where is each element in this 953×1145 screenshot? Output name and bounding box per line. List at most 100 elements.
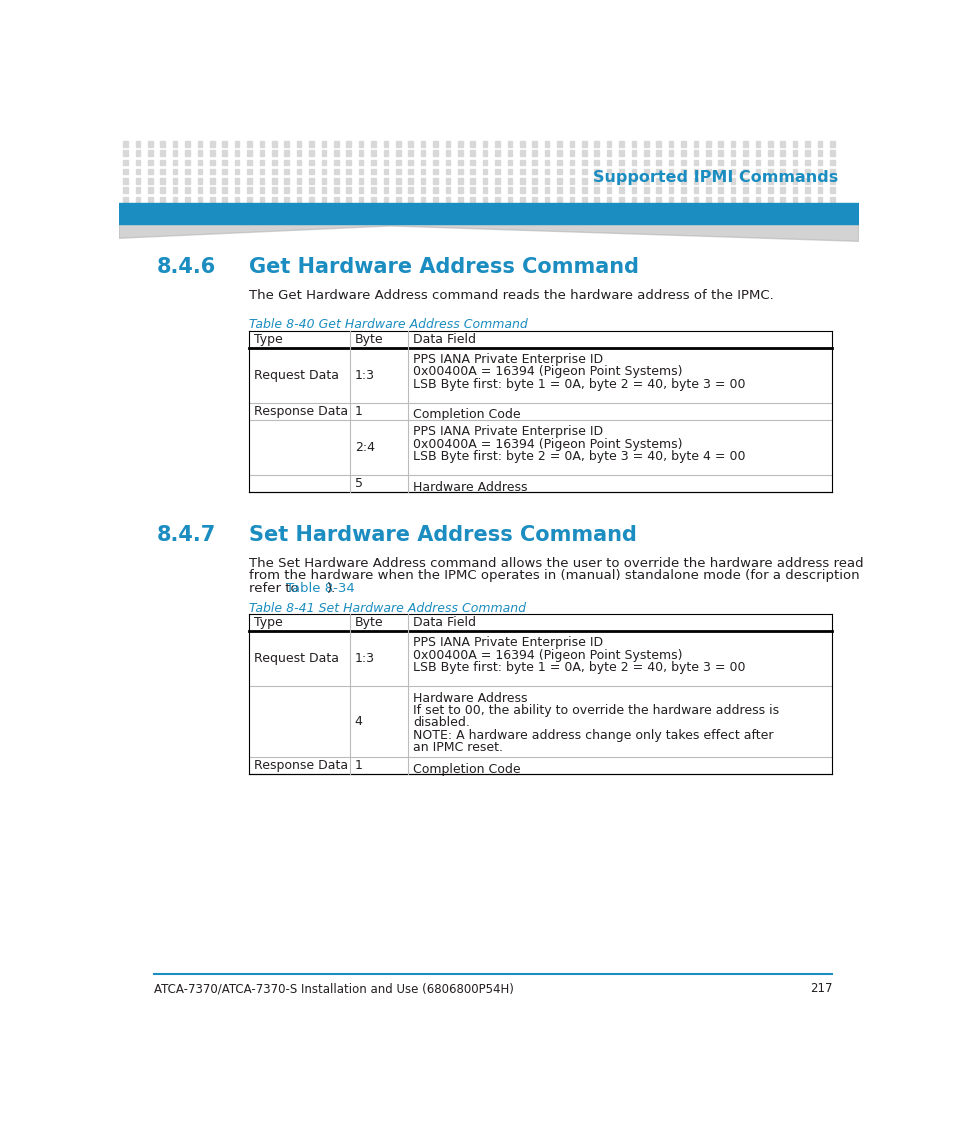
Bar <box>742 150 747 156</box>
Text: Byte: Byte <box>355 333 383 346</box>
Bar <box>680 169 685 174</box>
Bar <box>123 179 128 183</box>
Bar <box>594 188 598 192</box>
Bar <box>780 179 784 183</box>
Bar <box>234 160 239 165</box>
Bar <box>742 141 747 147</box>
Bar <box>780 160 784 165</box>
Bar <box>594 197 598 202</box>
Bar <box>445 150 450 156</box>
Bar <box>334 188 338 192</box>
Bar <box>234 197 239 202</box>
Bar <box>135 197 140 202</box>
Bar <box>222 141 227 147</box>
Bar <box>123 188 128 192</box>
Bar <box>532 179 537 183</box>
Bar <box>767 160 772 165</box>
Bar <box>358 169 363 174</box>
Bar <box>433 160 437 165</box>
Bar <box>420 141 425 147</box>
Bar <box>680 150 685 156</box>
Text: 1:3: 1:3 <box>355 369 375 381</box>
Bar <box>259 188 264 192</box>
Bar <box>557 141 561 147</box>
Bar <box>185 160 190 165</box>
Bar <box>618 188 623 192</box>
Bar <box>544 150 549 156</box>
Bar <box>272 160 276 165</box>
Text: Completion Code: Completion Code <box>413 409 520 421</box>
Bar <box>321 179 326 183</box>
Bar <box>829 179 834 183</box>
Bar <box>718 169 722 174</box>
Text: refer to: refer to <box>249 582 303 594</box>
Text: Completion Code: Completion Code <box>413 763 520 775</box>
Bar <box>780 150 784 156</box>
Bar <box>358 150 363 156</box>
Text: Table 8-40 Get Hardware Address Command: Table 8-40 Get Hardware Address Command <box>249 318 528 331</box>
Bar <box>247 141 252 147</box>
Bar <box>197 188 202 192</box>
Bar <box>668 169 673 174</box>
Text: 1: 1 <box>355 759 362 772</box>
Bar <box>222 197 227 202</box>
Bar <box>482 197 487 202</box>
Bar <box>495 188 499 192</box>
Text: Hardware Address: Hardware Address <box>413 692 527 705</box>
Bar <box>148 188 152 192</box>
Bar <box>334 160 338 165</box>
Bar <box>730 150 735 156</box>
Bar <box>123 169 128 174</box>
Bar <box>346 169 351 174</box>
Bar <box>780 197 784 202</box>
Bar <box>532 169 537 174</box>
Bar <box>433 150 437 156</box>
Bar <box>718 188 722 192</box>
Bar <box>371 150 375 156</box>
Bar <box>544 179 549 183</box>
Bar <box>581 197 586 202</box>
Bar <box>457 169 462 174</box>
Bar <box>730 169 735 174</box>
Bar <box>532 160 537 165</box>
Bar <box>817 150 821 156</box>
Bar <box>767 188 772 192</box>
Bar <box>618 197 623 202</box>
Bar <box>606 150 611 156</box>
Bar <box>693 197 698 202</box>
Bar <box>618 179 623 183</box>
Bar <box>618 169 623 174</box>
Text: Get Hardware Address Command: Get Hardware Address Command <box>249 256 639 277</box>
Bar <box>581 179 586 183</box>
Bar <box>705 197 710 202</box>
Bar <box>309 160 314 165</box>
Bar <box>160 179 165 183</box>
Bar <box>705 188 710 192</box>
Text: Type: Type <box>253 333 282 346</box>
Bar <box>395 160 400 165</box>
Bar <box>247 150 252 156</box>
Bar <box>519 188 524 192</box>
Bar <box>420 179 425 183</box>
Bar <box>829 141 834 147</box>
Text: If set to 00, the ability to override the hardware address is: If set to 00, the ability to override th… <box>413 704 779 717</box>
Bar <box>804 197 809 202</box>
Bar <box>222 179 227 183</box>
Bar <box>792 160 797 165</box>
Text: Hardware Address: Hardware Address <box>413 481 527 493</box>
Bar <box>656 188 660 192</box>
Text: an IPMC reset.: an IPMC reset. <box>413 741 502 755</box>
Bar <box>693 160 698 165</box>
Bar <box>792 169 797 174</box>
Bar <box>457 179 462 183</box>
Bar <box>197 141 202 147</box>
Bar <box>185 197 190 202</box>
Bar <box>544 188 549 192</box>
Text: 2:4: 2:4 <box>355 441 375 455</box>
Text: PPS IANA Private Enterprise ID: PPS IANA Private Enterprise ID <box>413 353 602 366</box>
Text: 1:3: 1:3 <box>355 653 375 665</box>
Bar <box>234 141 239 147</box>
Bar <box>755 197 760 202</box>
Bar <box>408 141 413 147</box>
Bar <box>569 169 574 174</box>
